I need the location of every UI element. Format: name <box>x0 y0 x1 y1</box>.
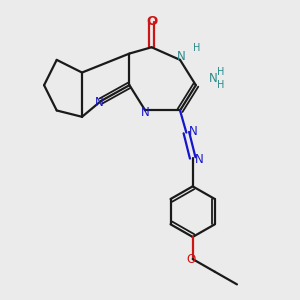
Text: H: H <box>218 67 225 77</box>
Text: O: O <box>187 253 196 266</box>
Text: N: N <box>177 50 186 63</box>
Text: H: H <box>193 43 200 53</box>
Text: N: N <box>95 96 104 109</box>
Text: O: O <box>146 15 157 28</box>
Text: N: N <box>189 124 198 137</box>
Text: H: H <box>218 80 225 90</box>
Text: N: N <box>141 106 150 118</box>
Text: N: N <box>209 72 218 86</box>
Text: N: N <box>195 153 204 166</box>
